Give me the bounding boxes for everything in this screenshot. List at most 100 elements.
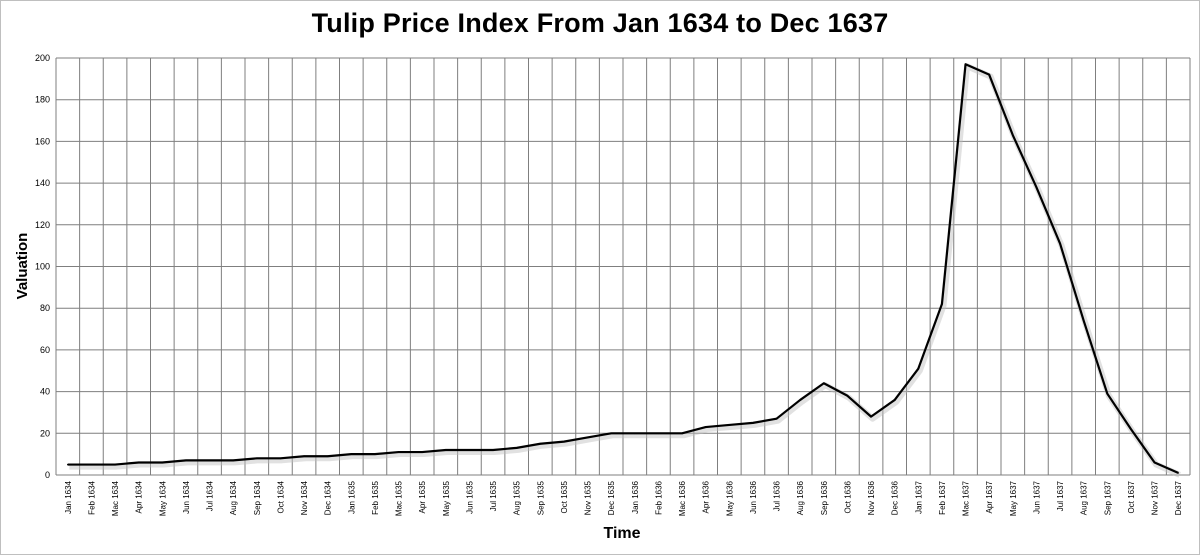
data-point [775,417,778,420]
data-point [846,394,849,397]
data-point [279,457,282,460]
data-point [1177,472,1179,474]
data-point [941,303,943,305]
data-point [752,422,754,424]
data-point [303,455,305,458]
data-point [161,461,164,464]
y-tick-label: 60 [40,345,50,355]
x-tick-label: Aug 1635 [513,480,522,515]
data-point [823,382,825,385]
x-tick-label: May 1637 [1009,480,1018,516]
x-tick-label: Sep 1635 [536,480,545,515]
data-point [799,399,801,401]
data-point [893,399,896,401]
data-point [421,451,423,453]
data-point [67,463,69,466]
grid-layer [55,57,1191,476]
data-point [185,459,187,462]
data-point [208,459,211,462]
x-tick-label: Feb 1635 [371,480,380,514]
x-tick-label: Mac 1637 [962,480,971,516]
x-tick-label: Aug 1634 [229,480,238,515]
data-point [114,463,116,466]
data-point [704,426,707,428]
x-tick-label: Jan 1635 [347,480,356,513]
data-point [681,432,683,435]
data-point [397,451,400,453]
x-tick-label: Jun 1635 [465,480,474,513]
x-tick-label: Aug 1636 [796,480,805,515]
x-tick-label: Aug 1637 [1080,480,1089,515]
y-tick-label: 80 [40,303,50,313]
data-point [515,447,518,449]
x-tick-label: Jul 1636 [773,480,782,511]
y-tick-label: 180 [35,95,50,105]
data-point [728,424,731,426]
x-tick-label: Apr 1634 [135,480,144,513]
data-point [988,73,990,76]
x-tick-label: Mac 1636 [678,480,687,516]
y-tick-label: 20 [40,428,50,438]
x-tick-label: Dec 1636 [891,480,900,515]
data-point [326,455,329,458]
x-tick-label: Jan 1637 [914,480,923,513]
data-point [445,449,447,451]
data-point [468,449,471,451]
x-tick-label: Jun 1634 [182,480,191,513]
data-point [539,442,542,445]
x-tick-label: May 1635 [442,480,451,516]
chart-title: Tulip Price Index From Jan 1634 to Dec 1… [311,8,889,38]
data-point [350,453,353,455]
x-tick-label: Jul 1634 [206,480,215,511]
series-layer [67,63,1181,478]
data-point [870,415,872,418]
x-tick-label: Feb 1637 [938,480,947,514]
data-point [1130,428,1132,430]
data-point [586,436,589,439]
x-tick-label: Feb 1636 [654,480,663,514]
x-tick-label: Feb 1634 [87,480,96,514]
y-tick-label: 0 [45,470,50,480]
x-tick-label: May 1634 [158,480,167,516]
x-tick-label: Jan 1636 [631,480,640,513]
data-point [492,449,494,451]
x-tick-label: Dec 1637 [1174,480,1183,515]
x-tick-labels: Jan 1634 Feb 1634 Mac 1634 Apr 1634 May 1634… [64,480,1183,516]
x-tick-label: Oct 1635 [560,480,569,513]
data-point [1035,186,1038,189]
data-point [964,63,967,66]
x-tick-label: Sep 1637 [1103,480,1112,515]
x-tick-label: Apr 1637 [985,480,994,513]
x-tick-label: Dec 1635 [607,480,616,515]
x-tick-label: May 1636 [725,480,734,516]
data-point [232,459,234,462]
y-tick-label: 160 [35,136,50,146]
x-tick-label: Apr 1636 [702,480,711,513]
y-tick-labels: 0 20 40 60 80 100 120 140 160 180 200 [35,53,50,480]
x-tick-label: Nov 1635 [584,480,593,515]
x-tick-label: Oct 1637 [1127,480,1136,513]
y-tick-label: 140 [35,178,50,188]
series-line [67,63,1179,474]
data-point [1012,134,1014,136]
data-point [374,453,376,455]
data-point [610,432,612,435]
x-tick-label: Nov 1634 [300,480,309,515]
x-tick-label: Sep 1636 [820,480,829,515]
data-point [90,463,93,466]
x-tick-label: Mac 1634 [111,480,120,516]
data-point [657,432,660,435]
data-point [634,432,636,435]
y-tick-label: 120 [35,220,50,230]
data-point [563,440,565,443]
x-tick-label: Jun 1636 [749,480,758,513]
x-tick-label: Jul 1637 [1056,480,1065,511]
data-point [1153,461,1156,464]
x-tick-label: Jun 1637 [1032,480,1041,513]
series-line-shadow [69,63,1181,478]
x-tick-label: Nov 1637 [1151,480,1160,515]
data-point [917,367,920,370]
x-tick-label: Sep 1634 [253,480,262,515]
data-point [256,457,258,460]
